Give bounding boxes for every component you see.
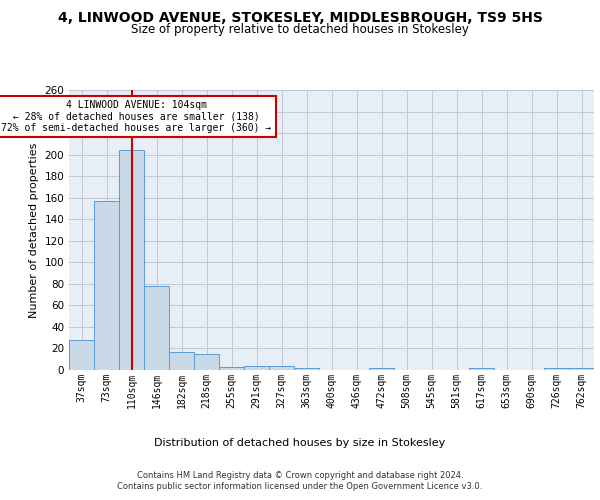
Bar [144, 286, 169, 370]
Y-axis label: Number of detached properties: Number of detached properties [29, 142, 39, 318]
Text: Distribution of detached houses by size in Stokesley: Distribution of detached houses by size … [154, 438, 446, 448]
Text: Contains HM Land Registry data © Crown copyright and database right 2024.
Contai: Contains HM Land Registry data © Crown c… [118, 472, 482, 490]
Bar [169, 352, 194, 370]
Bar [294, 368, 319, 370]
Bar [269, 366, 294, 370]
Bar [369, 368, 394, 370]
Bar [469, 368, 494, 370]
Bar [194, 354, 219, 370]
Bar [94, 201, 119, 370]
Text: 4 LINWOOD AVENUE: 104sqm
← 28% of detached houses are smaller (138)
72% of semi-: 4 LINWOOD AVENUE: 104sqm ← 28% of detach… [1, 100, 272, 133]
Bar [544, 368, 569, 370]
Text: Size of property relative to detached houses in Stokesley: Size of property relative to detached ho… [131, 24, 469, 36]
Bar [69, 340, 94, 370]
Bar [119, 150, 144, 370]
Bar [244, 366, 269, 370]
Bar [219, 367, 244, 370]
Bar [569, 368, 594, 370]
Text: 4, LINWOOD AVENUE, STOKESLEY, MIDDLESBROUGH, TS9 5HS: 4, LINWOOD AVENUE, STOKESLEY, MIDDLESBRO… [58, 10, 542, 24]
